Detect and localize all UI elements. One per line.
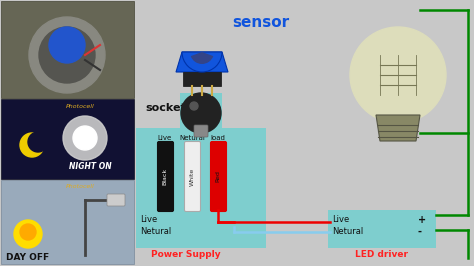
FancyBboxPatch shape [210, 142, 227, 211]
FancyBboxPatch shape [194, 125, 208, 137]
Text: Photocell: Photocell [65, 184, 94, 189]
Circle shape [20, 133, 44, 157]
Circle shape [350, 27, 446, 123]
Text: Live: Live [158, 135, 172, 141]
FancyBboxPatch shape [107, 194, 125, 206]
FancyBboxPatch shape [1, 99, 134, 179]
Text: Power Supply: Power Supply [151, 250, 221, 259]
Text: Photocell: Photocell [65, 104, 94, 109]
Text: -: - [418, 227, 422, 237]
Text: socket: socket [145, 103, 186, 113]
Text: White: White [190, 167, 194, 186]
Wedge shape [191, 52, 213, 64]
Text: sensor: sensor [232, 15, 289, 30]
Circle shape [190, 102, 198, 110]
Text: Red: Red [216, 171, 220, 182]
Text: Live: Live [140, 215, 157, 224]
Text: Live: Live [332, 215, 349, 224]
Text: Netural: Netural [179, 135, 205, 141]
Circle shape [28, 132, 48, 152]
Circle shape [63, 116, 107, 160]
Text: +: + [418, 215, 426, 225]
FancyBboxPatch shape [1, 1, 134, 98]
Circle shape [20, 224, 36, 240]
FancyBboxPatch shape [184, 142, 201, 211]
FancyBboxPatch shape [136, 210, 236, 248]
Polygon shape [176, 52, 228, 72]
FancyBboxPatch shape [1, 180, 134, 264]
Circle shape [49, 27, 85, 63]
Circle shape [39, 27, 95, 83]
FancyBboxPatch shape [183, 72, 221, 86]
FancyBboxPatch shape [136, 128, 266, 248]
Circle shape [181, 93, 221, 133]
Wedge shape [182, 52, 222, 72]
Text: Black: Black [163, 168, 167, 185]
Circle shape [14, 220, 42, 248]
Text: NIGHT ON: NIGHT ON [69, 162, 111, 171]
FancyBboxPatch shape [157, 142, 173, 211]
Circle shape [29, 17, 105, 93]
Text: Netural: Netural [140, 227, 171, 236]
Text: LED driver: LED driver [356, 250, 409, 259]
Text: DAY OFF: DAY OFF [7, 253, 50, 262]
FancyBboxPatch shape [328, 210, 436, 248]
Circle shape [73, 126, 97, 150]
Text: Netural: Netural [332, 227, 363, 236]
Text: load: load [210, 135, 226, 141]
Polygon shape [376, 115, 420, 141]
FancyBboxPatch shape [180, 93, 222, 133]
